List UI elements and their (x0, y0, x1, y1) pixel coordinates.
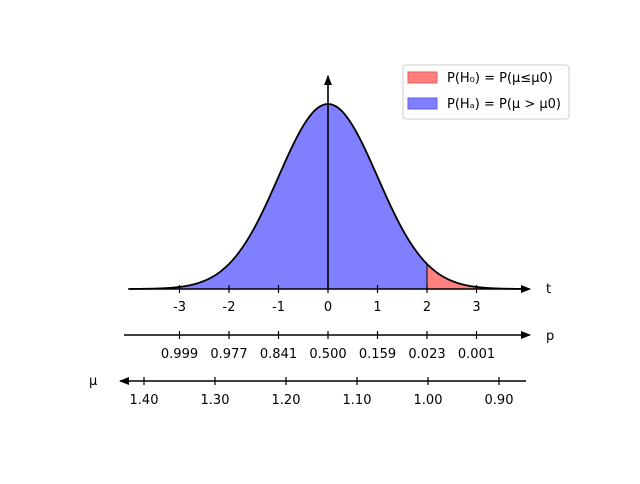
legend-label-h0: P(H₀) = P(μ≤μ0) (447, 71, 553, 86)
mu-axis-tick-label: 0.90 (485, 393, 514, 408)
p-axis-tick-label: 0.999 (161, 347, 198, 362)
mu-axis-tick-label: 1.40 (130, 393, 159, 408)
t-axis-tick-label: 1 (373, 300, 381, 315)
p-axis: 0.999 0.977 0.841 0.500 0.159 0.023 0.001 p (124, 329, 554, 362)
p-axis-tick-label: 0.159 (359, 347, 396, 362)
p-axis-tick-label: 0.500 (309, 347, 346, 362)
mu-axis: 1.40 1.30 1.20 1.10 1.00 0.90 μ (89, 374, 526, 408)
legend-swatch-h0 (407, 71, 438, 84)
t-axis-tick-label: 0 (324, 300, 332, 315)
t-axis-tick-label: 3 (472, 300, 480, 315)
t-axis-tick-label: -3 (173, 300, 186, 315)
mu-axis-label: μ (89, 374, 97, 389)
t-axis-tick-label: -1 (272, 300, 285, 315)
legend-swatch-ha (407, 97, 438, 110)
shaded-areas (130, 104, 526, 289)
t-axis-tick-label: -2 (223, 300, 236, 315)
p-axis-tick-label: 0.023 (408, 347, 445, 362)
legend-frame (402, 64, 570, 120)
t-axis-tick-label: 2 (423, 300, 431, 315)
density-curve-layer (129, 75, 527, 290)
mu-axis-tick-label: 1.00 (414, 393, 443, 408)
area-h0 (427, 263, 526, 289)
mu-axis-tick-label: 1.10 (343, 393, 372, 408)
p-axis-label: p (546, 329, 554, 344)
p-axis-tick-label: 0.977 (210, 347, 247, 362)
mu-axis-tick-label: 1.20 (272, 393, 301, 408)
area-ha (130, 104, 427, 289)
legend-label-ha: P(Hₐ) = P(μ > μ0) (447, 97, 561, 112)
t-axis: -3 -2 -1 0 1 2 3 t (128, 282, 551, 315)
legend: P(H₀) = P(μ≤μ0) P(Hₐ) = P(μ > μ0) (402, 64, 570, 120)
mu-axis-tick-label: 1.30 (201, 393, 230, 408)
t-axis-label: t (546, 282, 551, 297)
p-axis-tick-label: 0.841 (260, 347, 297, 362)
p-axis-tick-label: 0.001 (458, 347, 495, 362)
